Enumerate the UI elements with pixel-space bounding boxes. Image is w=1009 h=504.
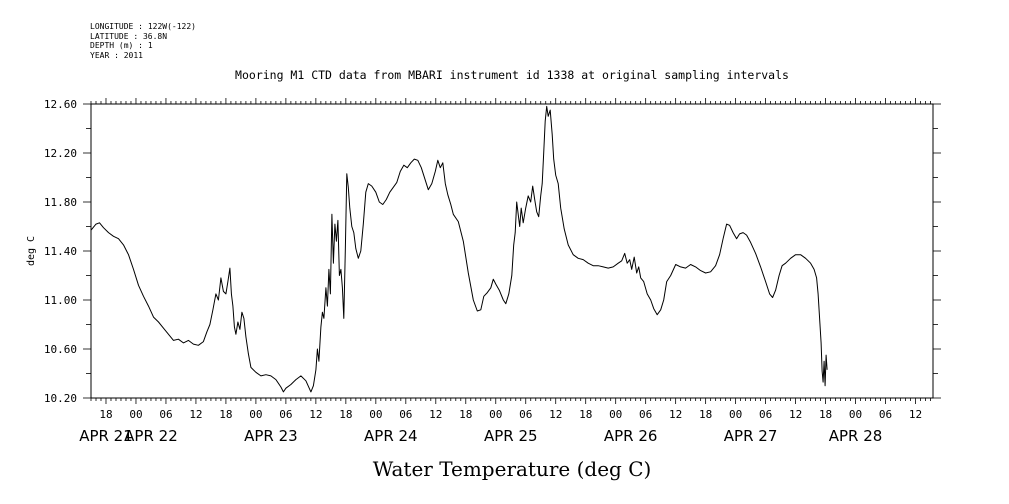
x-tick-label: 00 xyxy=(849,408,862,421)
chart-title: Mooring M1 CTD data from MBARI instrumen… xyxy=(235,68,789,82)
x-day-label: APR 25 xyxy=(484,427,538,445)
x-tick-label: 18 xyxy=(459,408,472,421)
x-tick-label: 00 xyxy=(249,408,262,421)
y-tick-label: 11.80 xyxy=(44,196,77,209)
y-tick-label: 11.00 xyxy=(44,294,77,307)
x-tick-label: 00 xyxy=(729,408,742,421)
x-tick-label: 06 xyxy=(159,408,172,421)
x-tick-label: 06 xyxy=(759,408,772,421)
x-tick-label: 12 xyxy=(789,408,802,421)
x-day-label: APR 27 xyxy=(724,427,778,445)
axis-ticks xyxy=(83,98,941,404)
x-tick-label: 00 xyxy=(129,408,142,421)
metadata-year: YEAR : 2011 xyxy=(90,50,143,60)
y-tick-label: 11.40 xyxy=(44,245,77,258)
x-day-label: APR 22 xyxy=(124,427,178,445)
x-day-label: APR 21 xyxy=(79,427,133,445)
y-tick-label: 10.60 xyxy=(44,343,77,356)
metadata-longitude: LONGITUDE : 122W(-122) xyxy=(90,22,196,31)
x-tick-label: 12 xyxy=(429,408,442,421)
x-tick-label: 12 xyxy=(189,408,202,421)
x-tick-label: 18 xyxy=(579,408,592,421)
metadata-latitude: LATITUDE : 36.8N xyxy=(90,31,168,41)
metadata-block: LONGITUDE : 122W(-122) LATITUDE : 36.8N … xyxy=(90,22,196,60)
temperature-line xyxy=(90,105,828,393)
series-layer xyxy=(90,105,828,393)
x-tick-label: 18 xyxy=(819,408,832,421)
metadata-depth: DEPTH (m) : 1 xyxy=(90,41,153,50)
x-tick-label: 06 xyxy=(519,408,532,421)
y-axis-labels: 10.20 10.60 11.00 11.40 11.80 12.20 12.60 xyxy=(44,98,77,405)
x-tick-label: 18 xyxy=(699,408,712,421)
x-day-label: APR 23 xyxy=(244,427,298,445)
x-tick-label: 06 xyxy=(399,408,412,421)
y-tick-label: 12.20 xyxy=(44,147,77,160)
x-tick-label: 12 xyxy=(549,408,562,421)
x-tick-label: 12 xyxy=(669,408,682,421)
x-tick-label: 00 xyxy=(609,408,622,421)
x-tick-label: 12 xyxy=(309,408,322,421)
x-tick-label: 18 xyxy=(99,408,112,421)
x-axis-labels: 18 00 06 12 18 00 06 12 18 00 06 12 18 00 06 12 18 00 06 12… xyxy=(99,408,922,421)
y-axis-label: deg C xyxy=(26,236,37,266)
x-tick-label: 00 xyxy=(369,408,382,421)
x-tick-label: 18 xyxy=(219,408,232,421)
x-day-label: APR 24 xyxy=(364,427,418,445)
x-axis-label: Water Temperature (deg C) xyxy=(373,457,652,481)
x-tick-label: 18 xyxy=(339,408,352,421)
y-tick-label: 10.20 xyxy=(44,392,77,405)
x-tick-label: 12 xyxy=(909,408,922,421)
x-tick-label: 00 xyxy=(489,408,502,421)
x-day-label: APR 26 xyxy=(604,427,658,445)
plot-frame xyxy=(90,103,934,399)
x-tick-label: 06 xyxy=(879,408,892,421)
x-tick-label: 06 xyxy=(639,408,652,421)
x-tick-label: 06 xyxy=(279,408,292,421)
y-tick-label: 12.60 xyxy=(44,98,77,111)
x-day-label: APR 28 xyxy=(829,427,883,445)
